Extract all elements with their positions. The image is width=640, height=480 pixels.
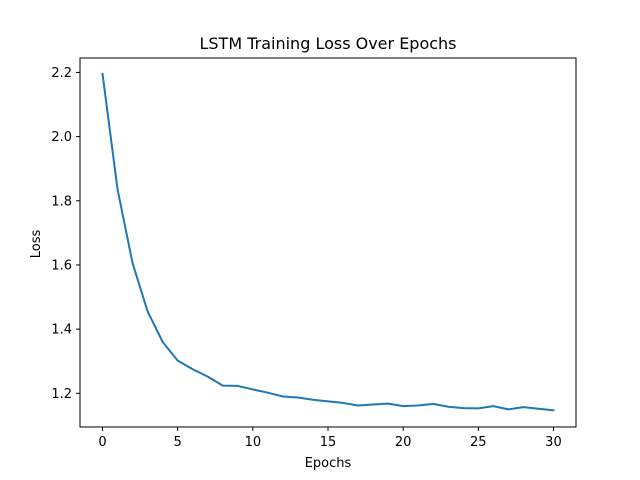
x-tick-label: 10: [245, 435, 262, 450]
y-axis: 1.2 1.4 1.6 1.8 2.0 2.2: [51, 66, 80, 402]
plot-frame: [79, 57, 577, 428]
x-tick-label: 25: [470, 435, 487, 450]
y-axis-label: Loss: [29, 230, 44, 259]
x-tick-label: 20: [395, 435, 412, 450]
series-line-0: [101, 72, 555, 412]
x-axis: 0 5 10 15 20 25 30: [98, 427, 562, 450]
x-tick-label: 15: [320, 435, 337, 450]
y-tick-label: 1.2: [51, 387, 72, 402]
plot-area: [79, 57, 577, 428]
y-tick-label: 1.4: [51, 323, 72, 338]
y-tick-label: 1.8: [51, 194, 72, 209]
y-tick-label: 2.2: [51, 66, 72, 81]
y-tick-label: 2.0: [51, 130, 72, 145]
x-tick-label: 5: [174, 435, 182, 450]
x-tick-label: 0: [98, 435, 106, 450]
x-tick-label: 30: [545, 435, 562, 450]
y-tick-label: 1.6: [51, 258, 72, 273]
chart-title: LSTM Training Loss Over Epochs: [199, 34, 456, 53]
x-axis-label: Epochs: [305, 456, 352, 471]
